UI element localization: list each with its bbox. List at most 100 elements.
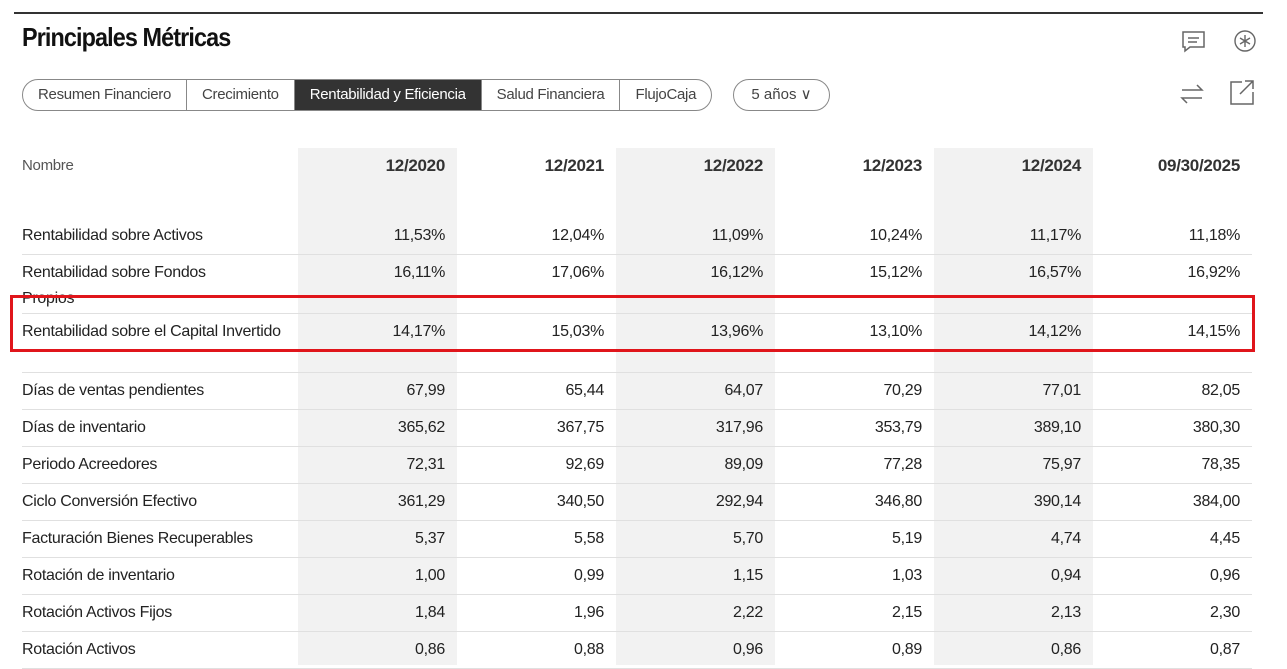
row-name: Rotación Activos <box>22 641 136 658</box>
row-name: Días de inventario <box>22 419 146 436</box>
cell-value: 0,96 <box>733 641 763 658</box>
cell-value: 1,03 <box>892 567 922 584</box>
tab-salud-financiera[interactable]: Salud Financiera <box>482 80 621 110</box>
cell-value: 72,31 <box>406 456 445 473</box>
cell-value: 390,14 <box>1033 493 1081 510</box>
column-header: 12/2022 <box>703 156 764 175</box>
cell-value: 5,58 <box>574 530 604 547</box>
tab-rentabilidad-eficiencia[interactable]: Rentabilidad y Eficiencia <box>294 80 482 110</box>
swap-icon[interactable] <box>1178 80 1206 108</box>
row-name: Rentabilidad sobre Activos <box>22 227 203 244</box>
cell-value: 292,94 <box>715 493 763 510</box>
cell-value: 0,88 <box>574 641 604 658</box>
column-header: 12/2024 <box>1021 156 1082 175</box>
cell-value: 0,86 <box>1051 641 1081 658</box>
column-header: 12/2023 <box>862 156 923 175</box>
asterisk-icon[interactable] <box>1232 28 1260 56</box>
cell-value: 11,18% <box>1188 227 1241 244</box>
cell-value: 77,01 <box>1042 382 1081 399</box>
cell-value: 16,57% <box>1028 264 1082 281</box>
external-link-icon[interactable] <box>1228 78 1256 106</box>
row-name: Rotación de inventario <box>22 567 175 584</box>
cell-value: 5,37 <box>415 530 445 547</box>
table-row: Rotación Activos 0,86 0,88 0,96 0,89 0,86 0,87 <box>22 632 1252 669</box>
cell-value: 367,75 <box>556 419 604 436</box>
cell-value: 12,04% <box>551 227 605 244</box>
column-shade <box>616 148 775 665</box>
name-header: Nombre <box>22 157 74 174</box>
cell-value: 78,35 <box>1201 456 1240 473</box>
top-divider <box>14 12 1263 14</box>
cell-value: 70,29 <box>883 382 922 399</box>
cell-value: 2,30 <box>1210 604 1240 621</box>
cell-value: 75,97 <box>1042 456 1081 473</box>
column-header: 12/2021 <box>544 156 605 175</box>
cell-value: 0,87 <box>1210 641 1240 658</box>
comment-icon[interactable] <box>1180 28 1208 56</box>
row-name: Periodo Acreedores <box>22 456 158 473</box>
cell-value: 384,00 <box>1192 493 1240 510</box>
tab-bar: Resumen Financiero Crecimiento Rentabili… <box>22 79 713 111</box>
cell-value: 14,15% <box>1187 323 1241 340</box>
cell-value: 16,92% <box>1187 264 1241 281</box>
table-row: Facturación Bienes Recuperables 5,37 5,58 5… <box>22 521 1252 558</box>
cell-value: 14,17% <box>392 323 446 340</box>
cell-value: 89,09 <box>724 456 763 473</box>
column-header: 09/30/2025 <box>1157 156 1240 175</box>
cell-value: 5,19 <box>892 530 922 547</box>
cell-value: 4,74 <box>1051 530 1081 547</box>
tab-crecimiento[interactable]: Crecimiento <box>187 80 295 110</box>
cell-value: 2,22 <box>733 604 763 621</box>
cell-value: 13,96% <box>710 323 764 340</box>
column-shade <box>934 148 1093 665</box>
cell-value: 0,94 <box>1051 567 1081 584</box>
cell-value: 1,84 <box>415 604 445 621</box>
cell-value: 17,06% <box>551 264 605 281</box>
page-title: Principales Métricas <box>22 22 231 52</box>
cell-value: 0,89 <box>892 641 922 658</box>
table-header: Nombre 12/2020 12/2021 12/2022 12/2023 1… <box>22 148 1252 218</box>
tab-resumen-financiero[interactable]: Resumen Financiero <box>23 80 187 110</box>
table-row: Rentabilidad sobre Fondos Propios 16,11% 1… <box>22 255 1252 314</box>
cell-value: 0,86 <box>415 641 445 658</box>
row-name: Rentabilidad sobre Fondos Propios <box>22 264 206 307</box>
cell-value: 67,99 <box>406 382 445 399</box>
row-name: Ciclo Conversión Efectivo <box>22 493 197 510</box>
cell-value: 14,12% <box>1028 323 1082 340</box>
cell-value: 64,07 <box>724 382 763 399</box>
table-row: Rentabilidad sobre Activos 11,53% 12,04% 11… <box>22 218 1252 255</box>
cell-value: 15,03% <box>551 323 605 340</box>
cell-value: 92,69 <box>565 456 604 473</box>
table-row: Rotación de inventario 1,00 0,99 1,15 1,03 0,… <box>22 558 1252 595</box>
column-header: 12/2020 <box>385 156 446 175</box>
table-row: Rentabilidad sobre el Capital Invertido 1… <box>22 314 1252 373</box>
table-row: Días de inventario 365,62 367,75 317,96 353,… <box>22 410 1252 447</box>
cell-value: 16,12% <box>710 264 764 281</box>
period-dropdown[interactable]: 5 años ∨ <box>733 79 830 111</box>
cell-value: 15,12% <box>869 264 923 281</box>
cell-value: 13,10% <box>869 323 923 340</box>
cell-value: 0,96 <box>1210 567 1240 584</box>
table-row: Periodo Acreedores 72,31 92,69 89,09 77,28 75… <box>22 447 1252 484</box>
cell-value: 2,15 <box>892 604 922 621</box>
cell-value: 389,10 <box>1033 419 1081 436</box>
cell-value: 16,11% <box>393 264 446 281</box>
row-name: Rotación Activos Fijos <box>22 604 172 621</box>
table-row: Días de ventas pendientes 67,99 65,44 64,07… <box>22 373 1252 410</box>
table-row: Ciclo Conversión Efectivo 361,29 340,50 292… <box>22 484 1252 521</box>
cell-value: 346,80 <box>874 493 922 510</box>
cell-value: 5,70 <box>733 530 763 547</box>
tab-flujocaja[interactable]: FlujoCaja <box>635 86 697 103</box>
cell-value: 361,29 <box>397 493 445 510</box>
cell-value: 353,79 <box>874 419 922 436</box>
cell-value: 1,00 <box>415 567 445 584</box>
column-shade <box>298 148 457 665</box>
cell-value: 340,50 <box>556 493 604 510</box>
cell-value: 365,62 <box>397 419 445 436</box>
table-row: Rotación Activos Fijos 1,84 1,96 2,22 2,15 2,… <box>22 595 1252 632</box>
cell-value: 65,44 <box>565 382 604 399</box>
cell-value: 4,45 <box>1210 530 1240 547</box>
cell-value: 1,96 <box>574 604 604 621</box>
metrics-table: Nombre 12/2020 12/2021 12/2022 12/2023 1… <box>22 148 1252 669</box>
cell-value: 11,17% <box>1029 227 1082 244</box>
